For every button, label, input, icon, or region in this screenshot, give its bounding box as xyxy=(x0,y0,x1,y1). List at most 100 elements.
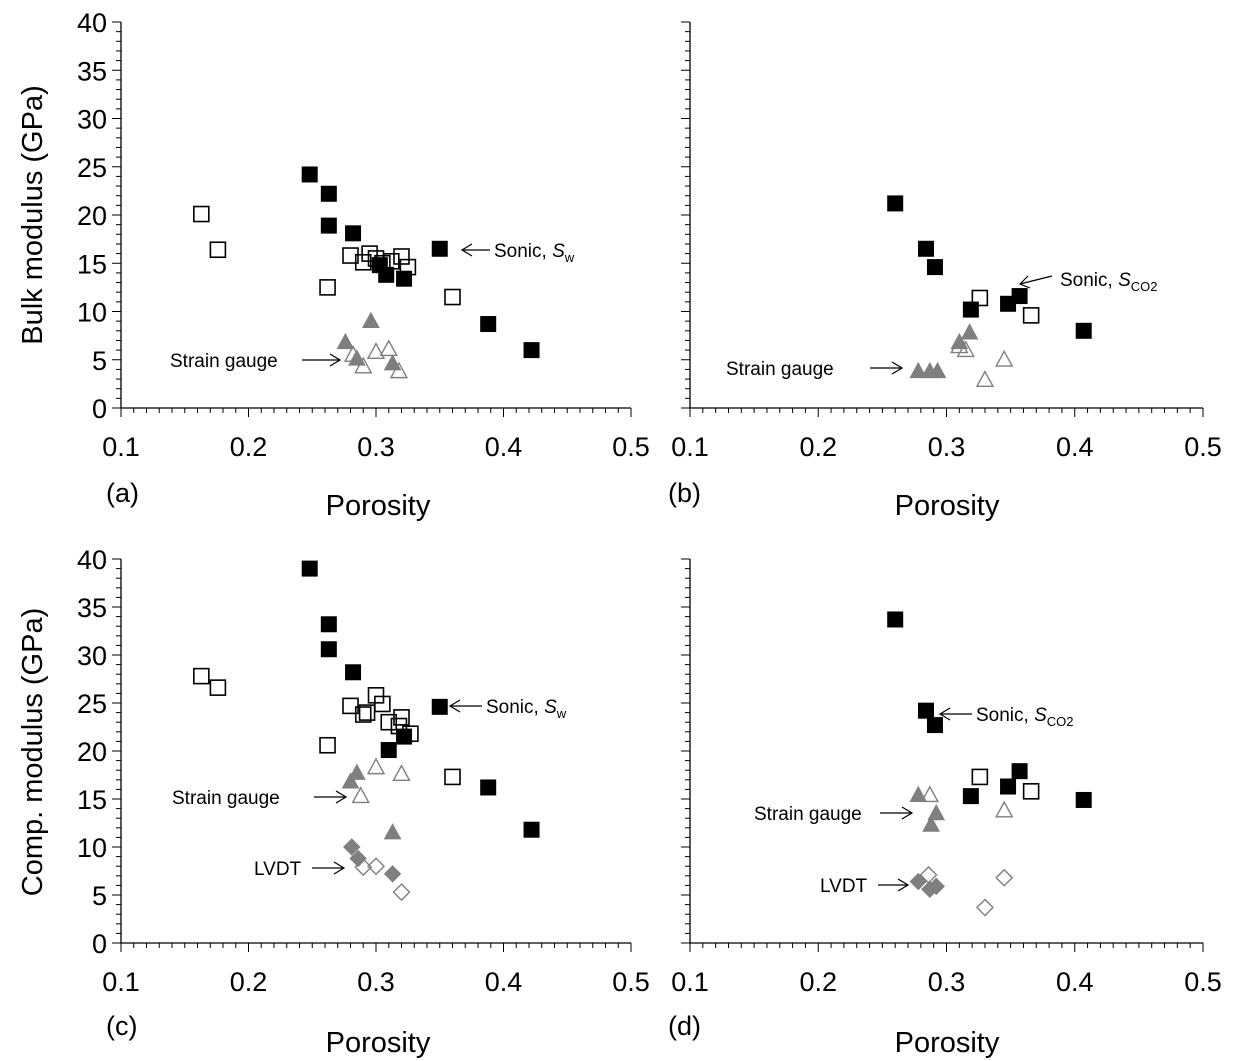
data-point-diamond-filled xyxy=(343,838,361,856)
x-tick-label: 0.1 xyxy=(671,432,709,462)
annotation-sonic-d: Sonic, SCO2 xyxy=(938,705,1074,729)
panel-label-c: (c) xyxy=(106,1011,137,1041)
data-point-triangle-filled xyxy=(927,803,946,821)
series-square-open xyxy=(193,205,461,306)
x-tick-label: 0.5 xyxy=(612,967,650,997)
data-point-square-filled xyxy=(917,240,934,257)
annotation-sonic-text: Sonic, Sw xyxy=(486,697,567,721)
data-point-square-filled xyxy=(301,560,318,577)
annotation-sonic-text: Sonic, Sw xyxy=(494,241,575,265)
data-point-triangle-filled xyxy=(341,772,360,789)
data-point-triangle-filled xyxy=(348,763,366,780)
x-tick-label: 0.4 xyxy=(1056,967,1094,997)
data-point-square-filled xyxy=(431,698,448,715)
panel-d: (d) Porosity Sonic, SCO2 Strain gauge LV… xyxy=(668,558,1222,1059)
data-point-square-open xyxy=(374,254,391,272)
data-point-square-open xyxy=(393,248,410,265)
data-point-square-open xyxy=(367,687,385,704)
data-point-triangle-open xyxy=(995,349,1014,367)
data-point-diamond-filled xyxy=(349,849,367,868)
data-point-square-open xyxy=(971,289,989,307)
panel-a: (a) Porosity Bulk modulus (GPa) Sonic, S… xyxy=(17,8,650,522)
data-point-square-filled xyxy=(380,742,397,759)
x-tick-label: 0.3 xyxy=(928,432,966,462)
annotation-strain-text: Strain gauge xyxy=(172,788,280,809)
annotation-lvdt-c: LVDT xyxy=(254,859,346,880)
panel-label-b: (b) xyxy=(668,478,701,508)
annotation-arrow xyxy=(1018,275,1053,289)
x-tick-label: 0.5 xyxy=(1184,967,1222,997)
x-tick-label: 0.5 xyxy=(1184,432,1222,462)
x-tick-label: 0.3 xyxy=(928,967,966,997)
data-point-square-open xyxy=(1022,783,1040,800)
series-square-filled xyxy=(301,166,540,359)
x-axis-label-b: Porosity xyxy=(895,490,1000,522)
data-point-triangle-filled xyxy=(336,332,355,350)
data-point-triangle-open xyxy=(366,342,386,360)
annotation-lvdt-d: LVDT xyxy=(820,876,910,897)
data-point-square-open xyxy=(1022,307,1040,324)
y-tick-label: 10 xyxy=(77,833,107,863)
annotation-sonic-a: Sonic, Sw xyxy=(460,241,575,265)
annotation-sonic-b: Sonic, SCO2 xyxy=(1018,270,1158,294)
y-tick-label: 15 xyxy=(77,249,107,279)
panel-label-d: (d) xyxy=(668,1011,701,1041)
y-tick-label: 30 xyxy=(77,641,107,671)
y-tick-label: 40 xyxy=(77,8,107,38)
series-triangle-filled xyxy=(909,785,946,832)
data-point-square-filled xyxy=(962,301,979,318)
annotation-arrow xyxy=(460,243,490,257)
series-diamond-open xyxy=(354,857,411,902)
annotation-arrow xyxy=(938,707,972,721)
x-tick-label: 0.2 xyxy=(799,967,837,997)
x-tick-label: 0.3 xyxy=(357,432,395,462)
y-axis-label-a: Bulk modulus (GPa) xyxy=(17,85,49,345)
panel-label-a: (a) xyxy=(106,478,139,508)
annotation-lvdt-text: LVDT xyxy=(820,876,868,897)
series-triangle-filled xyxy=(341,763,402,840)
data-point-triangle-open xyxy=(995,800,1014,818)
data-point-triangle-filled xyxy=(362,311,380,328)
data-point-triangle-open xyxy=(354,356,373,374)
data-point-triangle-filled xyxy=(960,323,979,340)
data-point-square-open xyxy=(393,709,410,726)
data-point-square-filled xyxy=(1000,778,1017,795)
data-point-square-filled xyxy=(345,225,362,242)
data-point-square-open xyxy=(354,706,372,723)
annotation-sonic-c: Sonic, Sw xyxy=(448,697,567,721)
x-tick-label: 0.2 xyxy=(230,967,268,997)
y-tick-label: 25 xyxy=(77,153,107,183)
data-point-triangle-filled xyxy=(383,354,402,371)
data-point-diamond-open xyxy=(995,868,1014,887)
data-point-triangle-open xyxy=(389,361,409,379)
data-point-square-filled xyxy=(320,185,337,202)
data-point-square-open xyxy=(380,713,398,731)
data-point-square-open xyxy=(444,288,461,306)
data-point-triangle-filled xyxy=(909,361,928,379)
y-tick-label: 20 xyxy=(77,737,107,767)
x-tick-label: 0.4 xyxy=(485,967,523,997)
annotation-arrow xyxy=(880,806,914,820)
x-tick-label: 0.4 xyxy=(1056,432,1094,462)
annotation-arrow xyxy=(870,361,904,375)
x-axis-label-d: Porosity xyxy=(895,1027,1000,1059)
annotation-arrow xyxy=(878,878,910,892)
data-point-triangle-filled xyxy=(383,823,402,840)
data-point-square-filled xyxy=(431,240,448,257)
annotation-strain-b: Strain gauge xyxy=(726,359,904,380)
data-point-triangle-open xyxy=(351,786,370,804)
y-tick-label: 15 xyxy=(77,785,107,815)
y-tick-label: 35 xyxy=(77,593,107,623)
data-point-square-filled xyxy=(480,779,497,796)
data-point-triangle-open xyxy=(343,345,363,362)
annotation-arrow xyxy=(302,353,342,367)
data-point-triangle-filled xyxy=(922,815,940,832)
annotation-sonic-text: Sonic, SCO2 xyxy=(1060,270,1158,294)
series-triangle-open xyxy=(920,785,1014,818)
series-triangle-open xyxy=(351,757,411,804)
data-point-square-open xyxy=(342,697,359,715)
data-point-square-filled xyxy=(1075,322,1092,339)
data-point-square-open xyxy=(361,245,378,262)
data-point-triangle-filled xyxy=(928,361,947,379)
